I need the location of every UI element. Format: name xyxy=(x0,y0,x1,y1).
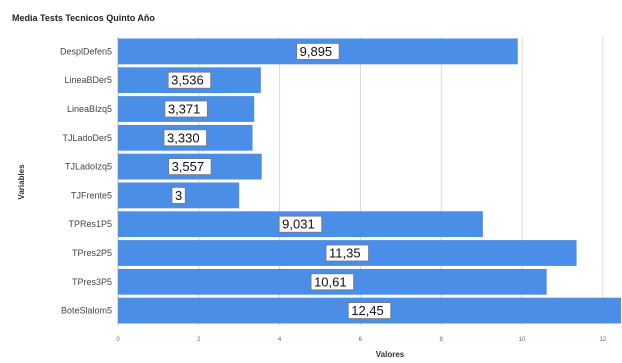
category-label: LineaBIzq5 xyxy=(67,104,112,114)
y-axis-title: Variables xyxy=(17,164,26,200)
data-label-box xyxy=(310,273,354,291)
data-label-box xyxy=(164,100,208,118)
x-tick-label: 10 xyxy=(519,337,526,343)
x-tick-label: 12 xyxy=(599,337,606,343)
data-label: 9,895 xyxy=(300,44,333,59)
data-label-box xyxy=(168,158,212,176)
category-label: TPRes1P5 xyxy=(68,219,112,229)
data-label: 3,330 xyxy=(167,130,200,145)
data-label-box xyxy=(278,215,323,233)
data-label-box xyxy=(171,186,186,204)
category-label: LineaBDer5 xyxy=(64,75,112,85)
x-tick-label: 8 xyxy=(440,337,444,343)
x-tick-labels: 0 2 4 6 8 10 12 xyxy=(116,337,606,343)
chart-title: Media Tests Tecnicos Quinto Año xyxy=(12,13,155,23)
category-label: TJLadoIzq5 xyxy=(65,162,112,172)
data-label: 10,61 xyxy=(314,274,347,289)
category-label: TJLadoDer5 xyxy=(62,133,112,143)
x-tick-label: 6 xyxy=(359,337,363,343)
data-label-box xyxy=(163,129,207,147)
data-label-box xyxy=(325,244,369,262)
data-label: 9,031 xyxy=(282,217,315,232)
category-label: BoteSlalom5 xyxy=(61,306,112,316)
category-labels: DesplDefen5 LineaBDer5 LineaBIzq5 TJLadoDer… xyxy=(60,46,112,315)
data-label: 3,536 xyxy=(171,73,204,88)
category-label: TJFrente5 xyxy=(71,190,112,200)
data-label-box xyxy=(167,71,212,89)
x-tick-label: 4 xyxy=(278,337,282,343)
x-axis-title: Valores xyxy=(376,350,405,359)
data-label-box xyxy=(296,43,340,60)
data-label: 11,35 xyxy=(329,246,361,261)
category-label: TPres3P5 xyxy=(72,277,112,287)
data-label-box xyxy=(347,302,392,320)
x-tick-label: 2 xyxy=(197,337,201,343)
x-tick-label: 0 xyxy=(116,337,120,343)
data-labels: 9,895 3,536 3,371 3,330 3,557 3 9,031 11,35 10,6… xyxy=(163,43,392,320)
data-label: 12,45 xyxy=(351,303,384,318)
category-label: DesplDefen5 xyxy=(60,46,112,56)
data-label: 3,371 xyxy=(168,102,201,117)
data-label: 3 xyxy=(175,188,182,203)
data-label: 3,557 xyxy=(172,159,205,174)
category-label: TPres2P5 xyxy=(72,248,112,258)
